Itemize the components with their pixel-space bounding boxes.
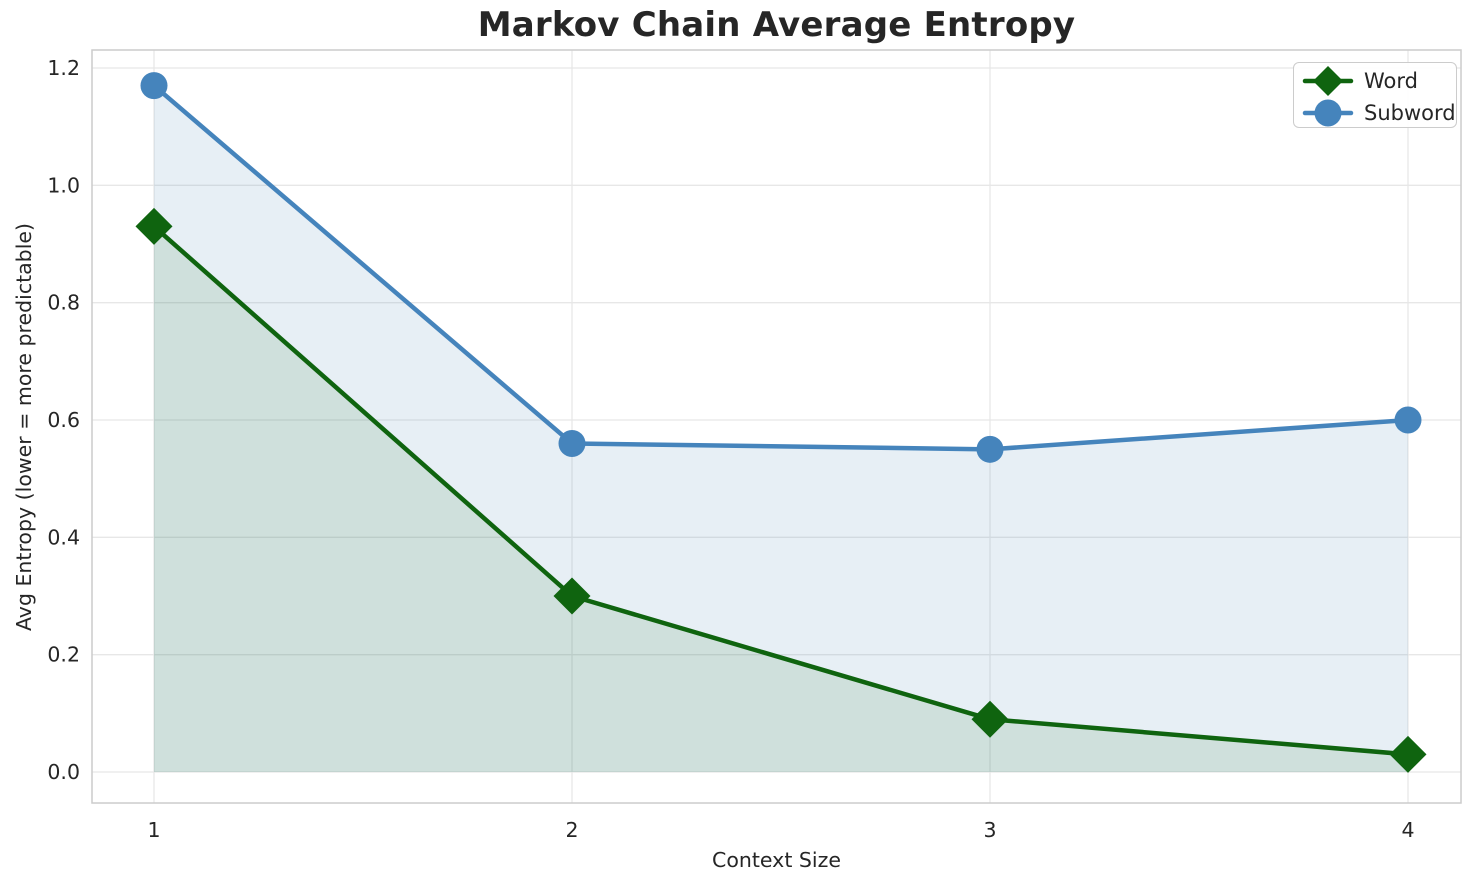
word-diamond-marker-icon [1302, 66, 1354, 96]
subword-circle-marker-icon [1302, 99, 1354, 127]
svg-text:1: 1 [147, 818, 160, 842]
svg-text:0.2: 0.2 [47, 643, 80, 667]
svg-text:0.8: 0.8 [47, 291, 80, 315]
svg-text:2: 2 [565, 818, 578, 842]
y-axis-label: Avg Entropy (lower = more predictable) [12, 222, 36, 632]
svg-text:1.0: 1.0 [47, 173, 80, 197]
svg-text:0.0: 0.0 [47, 760, 80, 784]
legend-item-subword: Subword [1302, 97, 1456, 129]
area-fills [154, 85, 1408, 773]
x-axis-label: Context Size [712, 848, 841, 872]
plot-border [91, 49, 1462, 804]
svg-text:1.2: 1.2 [47, 56, 80, 80]
svg-text:4: 4 [1401, 818, 1414, 842]
legend-label-word: Word [1364, 68, 1418, 93]
tick-labels: 0.0 0.2 0.4 0.6 0.8 1.0 1.2 1 2 3 4 [47, 56, 1414, 842]
svg-text:0.4: 0.4 [47, 525, 80, 549]
legend: Word Subword [1293, 62, 1457, 128]
legend-label-subword: Subword [1364, 100, 1456, 125]
data-point-markers [135, 72, 1427, 773]
svg-text:3: 3 [983, 818, 996, 842]
chart-title: Markov Chain Average Entropy [477, 5, 1076, 45]
legend-item-word: Word [1302, 65, 1448, 97]
svg-text:0.6: 0.6 [47, 408, 80, 432]
series-lines [151, 83, 1411, 757]
